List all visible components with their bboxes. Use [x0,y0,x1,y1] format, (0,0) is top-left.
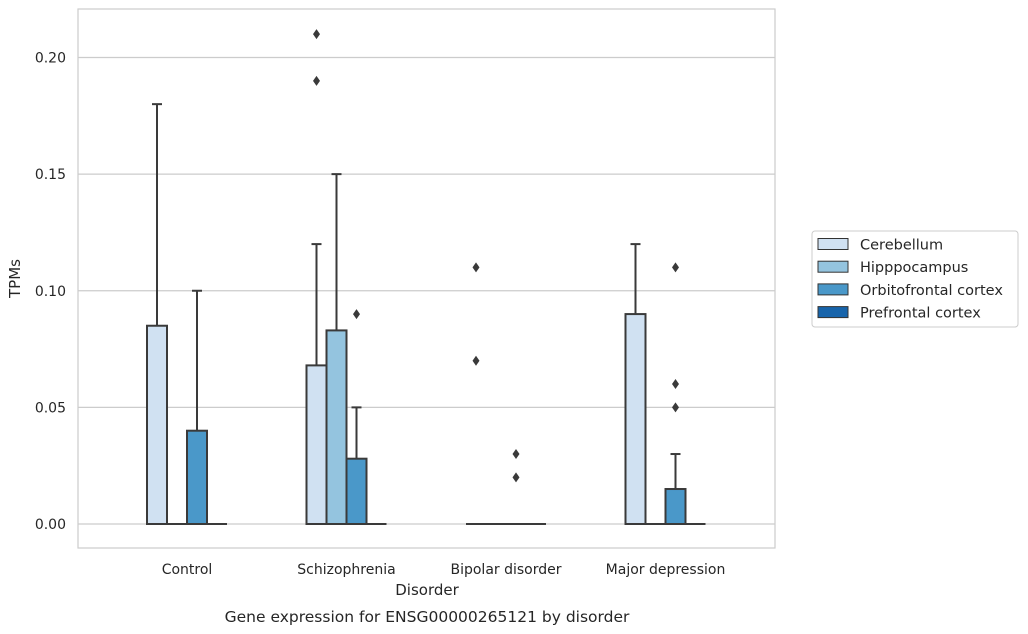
box [345,457,368,525]
legend-label: Orbitofrontal cortex [860,283,1003,299]
box-orbitofrontal-cortex [186,289,208,526]
legend-swatch [817,283,849,296]
legend: Cerebellum Hipppocampus Orbitofrontal cort… [811,230,1019,328]
y-axis-ticks: 0.00 0.05 0.10 0.15 0.20 [35,51,66,534]
outlier-point [512,449,520,460]
box-cerebellum [146,103,168,525]
legend-swatch [817,260,849,273]
outlier-point [472,262,480,273]
legend-swatch [817,238,849,250]
outlier-point [672,402,679,413]
box-cerebellum [624,243,647,526]
x-tick-label: Schizophrenia [297,562,395,578]
legend-frame [811,230,1019,328]
outlier-point [313,75,320,86]
y-tick-label: 0.10 [35,284,66,300]
x-tick-label: Bipolar disorder [450,562,561,578]
y-tick-label: 0.00 [35,517,66,533]
x-tick-label: Major depression [606,562,726,578]
legend-label: Prefrontal cortex [860,306,981,322]
legend-label: Hipppocampus [860,260,968,276]
x-axis-ticks: Control Schizophrenia Bipolar disorder Majo… [162,562,726,578]
gridlines [78,56,775,525]
outlier-point [672,262,679,273]
box-cerebellum [466,262,486,525]
y-axis-label: TPMs [6,259,24,299]
box [624,313,647,526]
box-orbitofrontal-cortex [506,449,526,525]
box-cerebellum [305,29,328,526]
box [664,488,687,526]
outlier-point [353,309,360,320]
y-tick-label: 0.05 [35,400,66,416]
chart-caption: Gene expression for ENSG00000265121 by d… [225,608,630,626]
box-hipppocampus [325,173,348,525]
box [305,364,328,526]
y-tick-label: 0.15 [35,167,66,183]
box [186,429,208,526]
legend-label: Cerebellum [860,238,943,254]
x-axis-label: Disorder [395,581,459,599]
y-tick-label: 0.20 [35,51,66,67]
box [146,324,168,525]
plot-frame [77,8,776,549]
box-orbitofrontal-cortex [345,309,368,525]
box-orbitofrontal-cortex [664,262,687,526]
box-plot-marks [146,29,706,526]
outlier-point [672,379,679,390]
outlier-point [512,472,520,483]
x-tick-label: Control [162,562,213,578]
legend-swatch [817,306,849,319]
box [325,329,348,525]
outlier-point [472,355,480,366]
outlier-point [313,29,320,40]
